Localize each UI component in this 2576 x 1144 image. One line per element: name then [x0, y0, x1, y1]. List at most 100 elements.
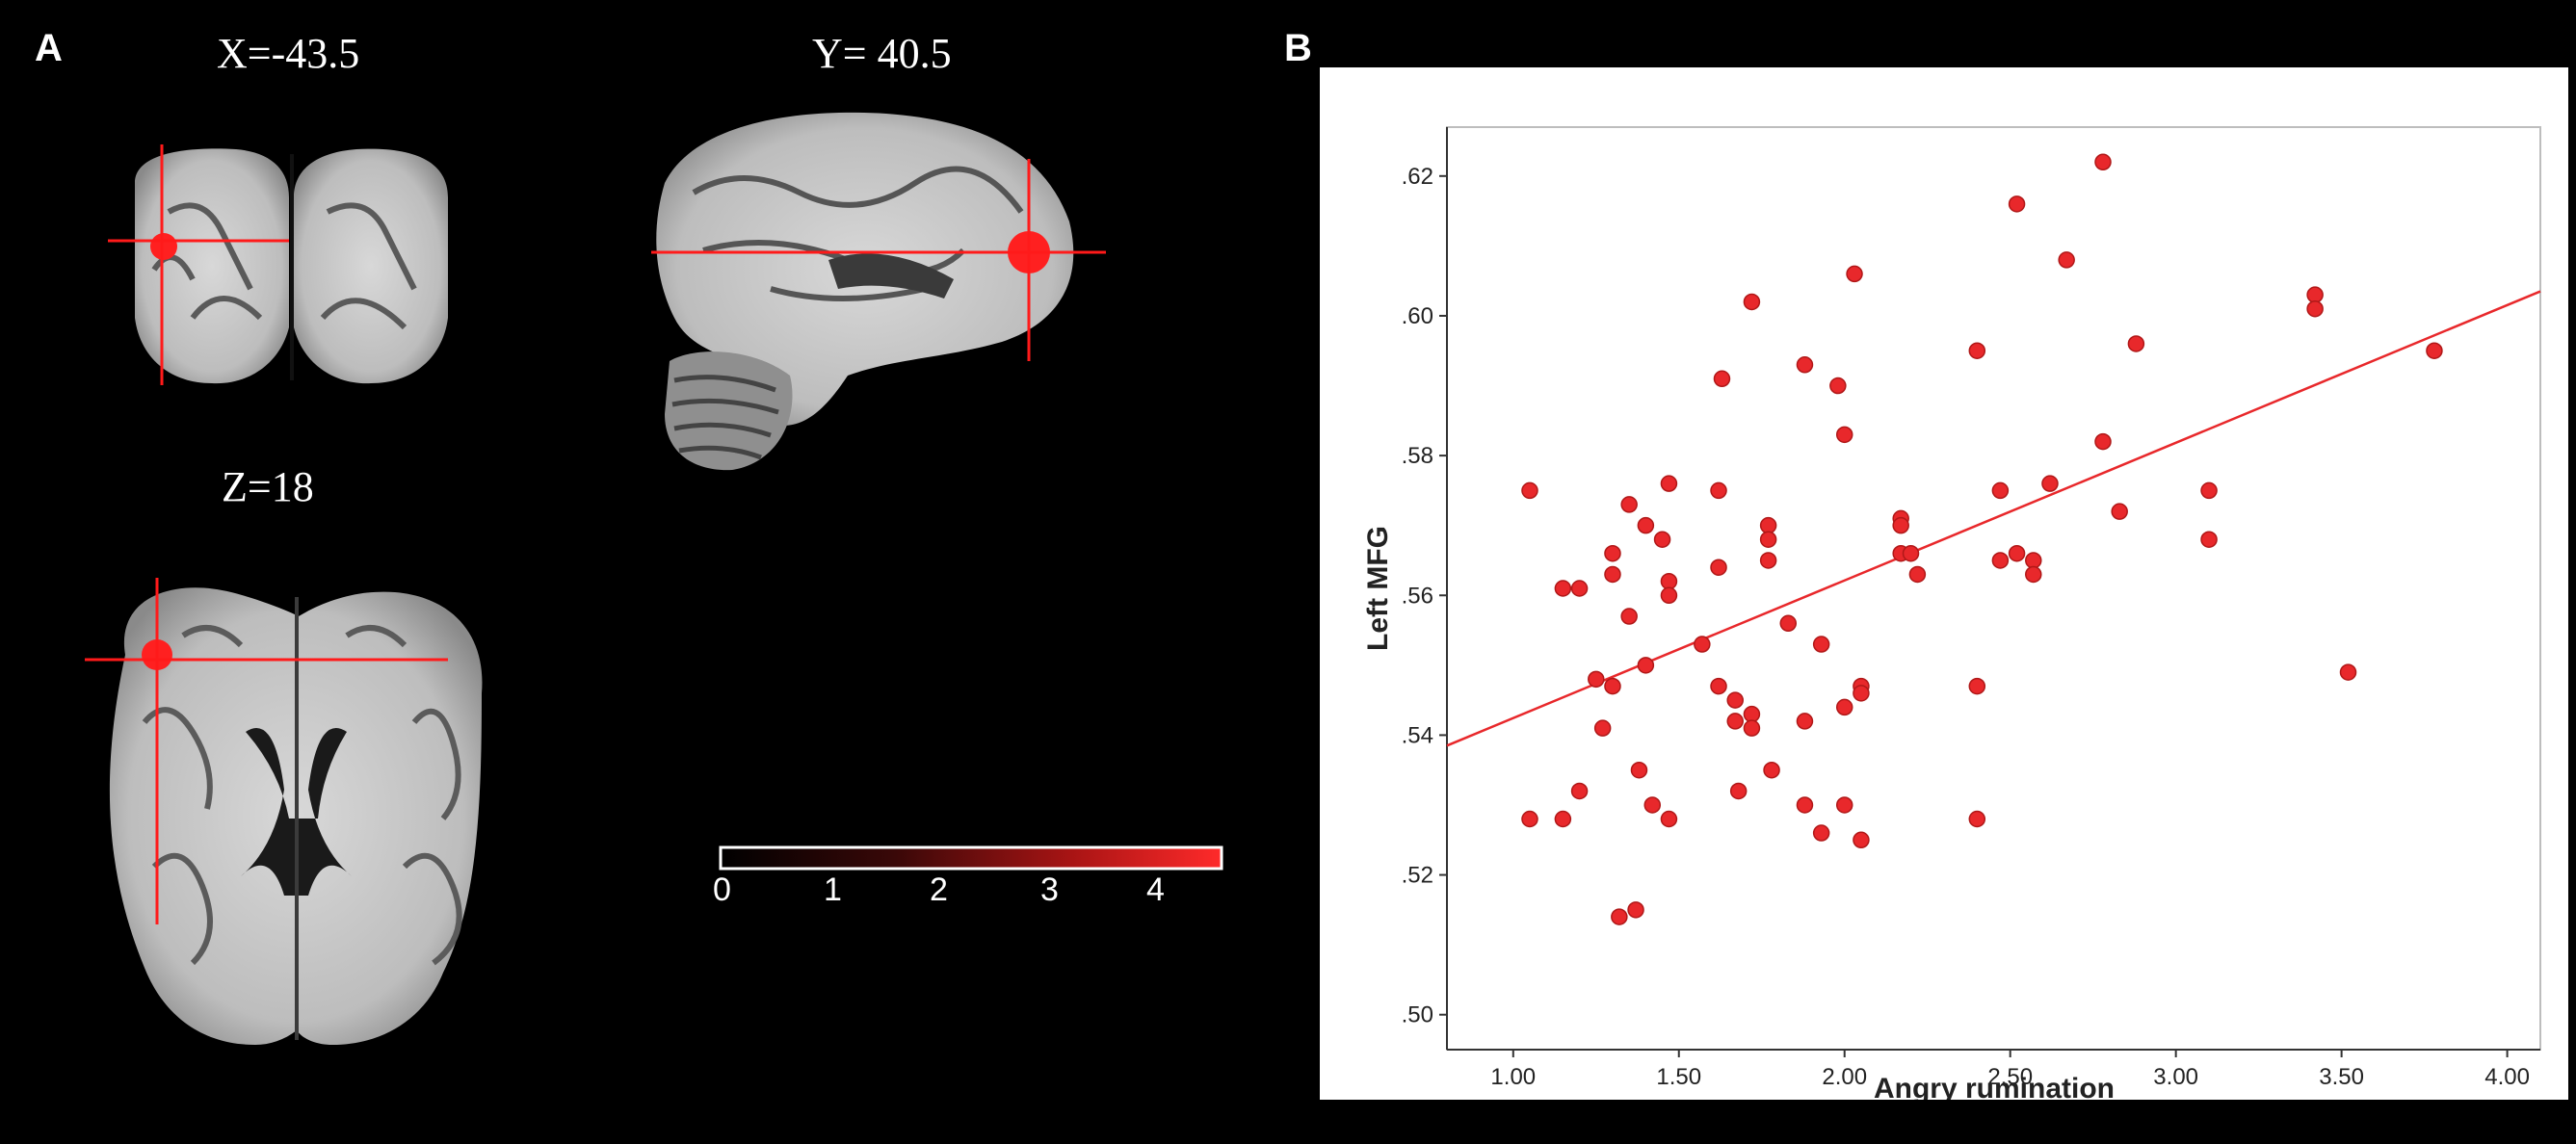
data-point [1743, 719, 1761, 737]
data-point [1796, 713, 1814, 730]
data-point [1570, 782, 1589, 800]
data-point [1726, 713, 1744, 730]
data-point [1710, 559, 1727, 576]
data-point [1710, 677, 1727, 695]
data-point [1620, 496, 1638, 513]
data-point [1796, 356, 1814, 374]
data-point [1812, 636, 1830, 653]
data-point [1743, 705, 1761, 723]
data-point [1796, 796, 1814, 814]
data-point [1604, 565, 1621, 584]
data-point [1570, 580, 1589, 597]
colorbar-gradient [719, 845, 1223, 871]
colorbar-tick-2: 2 [930, 871, 948, 908]
data-point [1829, 377, 1847, 395]
data-point [2094, 432, 2112, 451]
data-point [1729, 782, 1748, 800]
x-tick-label: 2.50 [1987, 1064, 2033, 1090]
data-point [1660, 586, 1678, 605]
data-point [2025, 565, 2042, 584]
data-point [1660, 572, 1678, 590]
y-tick-label: .60 [1402, 303, 1433, 329]
data-point [1660, 475, 1678, 492]
sagittal-brain-slice [651, 112, 1106, 471]
brain-slices-panel [85, 112, 1223, 1045]
data-point [1554, 810, 1572, 828]
data-point [2200, 531, 2218, 548]
data-point [1694, 636, 1711, 653]
y-axis-title: Left MFG [1362, 526, 1394, 651]
data-point [1660, 810, 1678, 828]
x-axis-title: Angry rumination [1874, 1073, 2115, 1100]
sagittal-slice-label: Y= 40.5 [812, 30, 952, 77]
data-point [1713, 370, 1731, 388]
data-point [1627, 901, 1644, 919]
colorbar-tick-0: 0 [713, 871, 731, 908]
y-ticks: .50 .52 .54 .56 .58 .60 .62 [1402, 164, 1447, 1028]
x-tick-label: 1.00 [1490, 1064, 1536, 1090]
data-point [1835, 698, 1853, 716]
data-point [1743, 293, 1761, 311]
colorbar [719, 845, 1223, 871]
data-point [1726, 691, 1744, 709]
data-point [2306, 286, 2324, 303]
x-tick-label: 2.00 [1822, 1064, 1867, 1090]
plot-background [1320, 67, 2568, 1100]
scatter-plot: 1.00 1.50 2.00 2.50 3.00 3.50 4.00 .50.52.54.5… [1320, 67, 2568, 1100]
data-points [1521, 153, 2443, 925]
data-point [1604, 677, 1621, 695]
data-point [1759, 516, 1777, 534]
data-point [2426, 342, 2443, 359]
data-point [2094, 153, 2112, 171]
y-tick-label: .58 [1402, 443, 1433, 469]
data-point [2306, 299, 2324, 318]
data-point [1593, 719, 1612, 737]
data-point [1763, 761, 1780, 779]
colorbar-tick-4: 4 [1146, 871, 1165, 908]
y-tick-label: .52 [1402, 863, 1433, 889]
data-point [1991, 481, 2010, 500]
data-point [1554, 580, 1572, 597]
data-point [2339, 663, 2357, 681]
y-tick-label: .62 [1402, 164, 1433, 190]
data-point [1968, 810, 1986, 828]
x-tick-label: 3.50 [2319, 1064, 2364, 1090]
colorbar-tick-3: 3 [1040, 871, 1059, 908]
x-ticks: 1.00 1.50 2.00 2.50 3.00 3.50 4.00 [1490, 1050, 2530, 1090]
data-point [1521, 810, 1538, 828]
data-point [1968, 342, 1986, 359]
x-tick-label: 4.00 [2484, 1064, 2530, 1090]
data-point [1637, 516, 1655, 534]
regression-line [1446, 290, 2541, 747]
data-point [1620, 608, 1638, 625]
panel-a-label: A [35, 27, 63, 69]
data-point [2111, 503, 2128, 520]
axial-slice-label: Z=18 [222, 463, 314, 510]
data-point [2008, 544, 2026, 562]
data-point [1588, 670, 1605, 689]
data-point [1846, 265, 1863, 283]
data-point [2025, 552, 2042, 569]
x-tick-label: 3.00 [2153, 1064, 2198, 1090]
data-point [2058, 251, 2075, 269]
data-point [1991, 552, 2010, 569]
data-point [2200, 481, 2218, 500]
coronal-brain-slice [108, 144, 448, 385]
data-point [1759, 552, 1777, 569]
panel-b-label: B [1284, 27, 1312, 69]
data-point [1521, 481, 1538, 500]
coronal-activation-blob [150, 233, 177, 260]
data-point [2041, 475, 2059, 492]
data-point [1604, 544, 1621, 562]
data-point [1637, 657, 1655, 674]
data-point [1892, 516, 1909, 534]
data-point [1853, 685, 1870, 702]
x-tick-label: 1.50 [1656, 1064, 1701, 1090]
colorbar-tick-1: 1 [824, 871, 842, 908]
y-tick-label: .50 [1402, 1002, 1433, 1028]
data-point [1835, 426, 1853, 444]
data-point [1630, 761, 1648, 779]
data-point [1968, 677, 1986, 695]
data-point [1653, 531, 1671, 548]
